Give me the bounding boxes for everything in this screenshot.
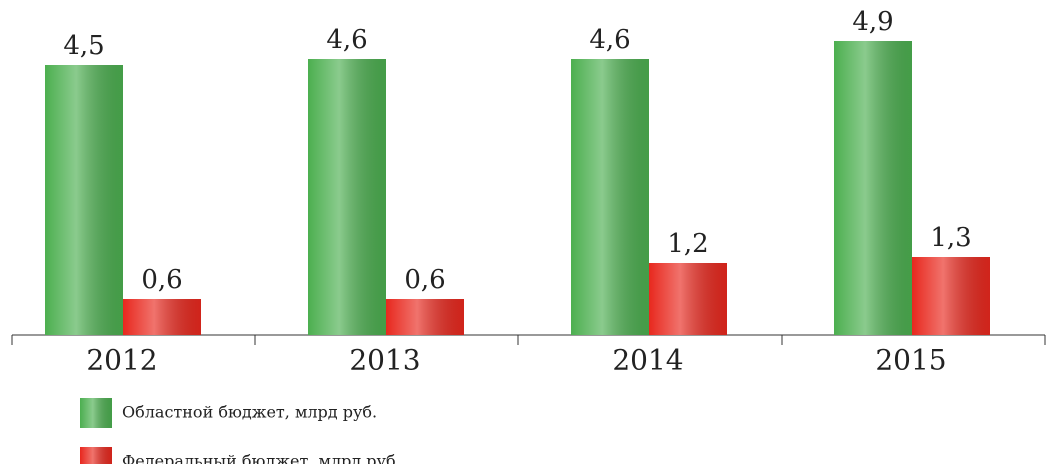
data-label: 1,3 <box>930 223 971 253</box>
bar-shine <box>386 299 464 335</box>
bar-shine <box>308 59 386 335</box>
legend-label: Федеральный бюджет, млрд руб. <box>122 452 401 464</box>
legend-label: Областной бюджет, млрд руб. <box>122 403 377 422</box>
data-label: 4,5 <box>63 31 104 61</box>
data-label: 0,6 <box>404 265 445 295</box>
bar-shine <box>45 65 123 335</box>
data-label: 4,6 <box>326 25 367 55</box>
bar-shine <box>834 41 912 335</box>
data-label: 4,9 <box>852 7 893 37</box>
x-tick-label: 2013 <box>349 344 420 377</box>
bar-shine <box>912 257 990 335</box>
x-tick-label: 2014 <box>612 344 683 377</box>
data-label: 0,6 <box>141 265 182 295</box>
bar-shine <box>571 59 649 335</box>
bar-shine <box>123 299 201 335</box>
legend-swatch-shine <box>80 447 112 464</box>
data-label: 1,2 <box>667 229 708 259</box>
data-label: 4,6 <box>589 25 630 55</box>
legend-swatch-shine <box>80 398 112 428</box>
x-tick-label: 2012 <box>86 344 157 377</box>
x-tick-label: 2015 <box>875 344 946 377</box>
bar-shine <box>649 263 727 335</box>
